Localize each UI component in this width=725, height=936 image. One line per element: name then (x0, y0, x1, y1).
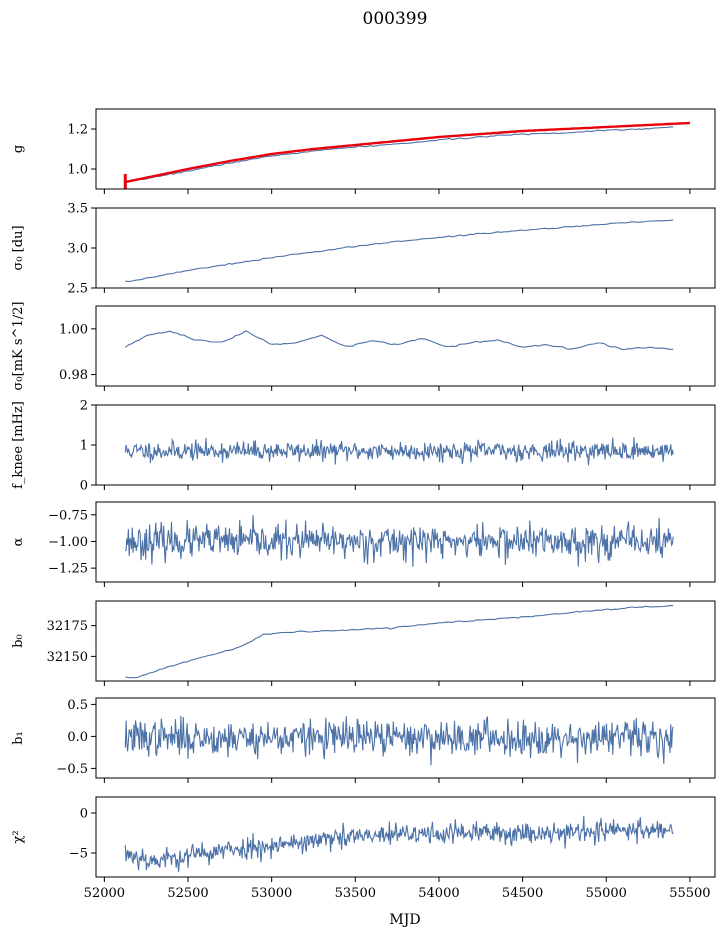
series-line-g-fit (125, 121, 690, 184)
panel-fknee: 0 1 2 f_knee [mHz] (11, 399, 716, 494)
series-line-sigma0_mKs-trace (124, 330, 674, 351)
y-tick-label-b1: 0.5 (67, 698, 88, 713)
y-tick-label-b1: −0.5 (56, 762, 88, 777)
y-tick-label-fknee: 2 (80, 399, 88, 414)
panel-alpha: −1.25 −1.00 −0.75 α (11, 501, 716, 587)
series-line-b1-trace (124, 715, 674, 766)
y-tick-label-sigma0_mKs: 1.00 (59, 322, 88, 337)
y-tick-label-chi2: 0 (80, 807, 88, 822)
y-tick-label-b0: 32175 (47, 619, 88, 634)
y-axis-label-g: g (11, 145, 26, 153)
axes-frame-sigma0_mKs (95, 305, 716, 387)
y-axis-label-b0: b₀ (11, 634, 26, 648)
axes-frame-fknee (95, 404, 716, 486)
axes-frame-alpha (95, 501, 716, 583)
panel-b0: 32150 32175 b₀ (11, 600, 716, 686)
y-tick-label-alpha: −0.75 (48, 508, 88, 523)
y-tick-label-b0: 32150 (47, 650, 88, 665)
axes-frame-chi2 (95, 796, 716, 878)
y-tick-label-b1: 0.0 (67, 730, 88, 745)
y-axis-label-b1: b₁ (11, 731, 26, 745)
x-axis-label: MJD (389, 912, 420, 928)
series-group-chi2 (124, 815, 674, 873)
y-axis-label-sigma0_du: σ₀ [du] (11, 225, 26, 270)
axes-frame-g (95, 108, 716, 190)
y-tick-label-sigma0_du: 3.0 (67, 242, 88, 257)
series-group-b1 (124, 715, 674, 766)
series-group-sigma0_du (125, 219, 674, 283)
y-tick-label-g: 1.0 (67, 163, 88, 178)
series-line-sigma0_du-trace (125, 219, 674, 283)
x-tick-label: 52500 (167, 886, 208, 901)
y-axis-label-alpha: α (11, 537, 26, 546)
y-tick-label-fknee: 1 (80, 439, 88, 454)
y-tick-label-fknee: 0 (80, 479, 88, 494)
y-tick-label-sigma0_mKs: 0.98 (59, 368, 88, 383)
y-tick-label-g: 1.2 (67, 123, 88, 138)
axes-frame-b0 (95, 600, 716, 682)
series-line-b0-trace (125, 605, 674, 679)
y-tick-label-sigma0_du: 3.5 (67, 202, 88, 217)
series-line-fknee-trace (124, 437, 674, 466)
x-tick-label: 53000 (251, 886, 292, 901)
panel-chi2: −5 0 52000 52500 53000 53500 54000 54500 55000 55… (11, 796, 716, 901)
series-group-fknee (124, 437, 674, 466)
x-tick-label: 55000 (586, 886, 627, 901)
y-axis-label-sigma0_mKs: σ₀[mK s^1/2] (11, 302, 26, 391)
x-tick-label: 52000 (84, 886, 125, 901)
panel-b1: −0.5 0.0 0.5 b₁ (11, 697, 716, 783)
y-tick-label-alpha: −1.25 (48, 562, 88, 577)
x-tick-label: 54000 (418, 886, 459, 901)
axes-frame-b1 (95, 697, 716, 779)
y-tick-label-alpha: −1.00 (48, 535, 88, 550)
x-tick-label: 54500 (502, 886, 543, 901)
panel-g: 1.0 1.2 g (11, 108, 716, 194)
series-line-chi2-trace (124, 815, 674, 873)
y-tick-label-sigma0_du: 2.5 (67, 282, 88, 297)
series-group-g (123, 121, 690, 189)
panels: 1.0 1.2 g 2.5 3.0 3.5 σ₀ [du] 0.98 1.00 σ₀[mK s^1… (11, 108, 716, 901)
panel-sigma0_du: 2.5 3.0 3.5 σ₀ [du] (11, 202, 716, 297)
x-tick-label: 53500 (335, 886, 376, 901)
series-group-b0 (125, 605, 674, 679)
panel-sigma0_mKs: 0.98 1.00 σ₀[mK s^1/2] (11, 302, 716, 391)
figure-title: 000399 (363, 9, 428, 29)
series-line-g-trace (125, 126, 674, 184)
x-tick-label: 55500 (669, 886, 710, 901)
series-group-alpha (125, 515, 674, 567)
y-axis-label-chi2: χ² (11, 830, 26, 843)
y-axis-label-fknee: f_knee [mHz] (11, 401, 26, 489)
y-tick-label-chi2: −5 (69, 847, 88, 862)
series-group-sigma0_mKs (124, 330, 674, 351)
series-line-alpha-trace (125, 515, 674, 567)
axes-frame-sigma0_du (95, 207, 716, 289)
